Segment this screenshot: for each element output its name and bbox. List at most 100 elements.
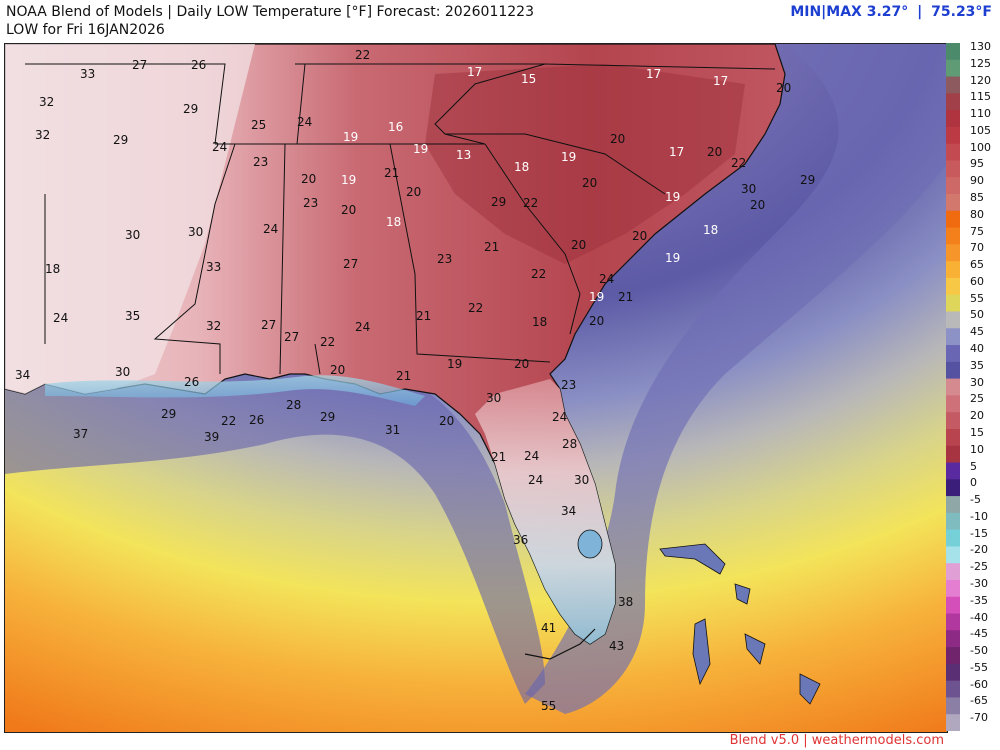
color-scale-swatch [946,160,960,178]
station-value-label: 21 [618,290,633,304]
color-scale-label: -35 [970,593,988,607]
station-value-label: 18 [532,315,547,329]
color-scale-swatch [946,244,960,262]
color-scale-label: 45 [970,325,984,339]
station-value-label: 20 [582,176,597,190]
station-value-label: 28 [286,398,301,412]
color-scale-bar [946,43,960,732]
station-value-label: 31 [385,423,400,437]
station-value-label: 24 [212,140,227,154]
color-scale-label: -25 [970,560,988,574]
color-scale-swatch [946,311,960,329]
color-scale-label: 85 [970,191,984,205]
min-value: 3.27° [866,4,909,20]
color-scale-label: -55 [970,660,988,674]
color-scale-swatch [946,412,960,430]
color-scale-label: -30 [970,576,988,590]
station-value-label: 19 [665,251,680,265]
station-value-label: 32 [39,95,54,109]
color-scale-swatch [946,630,960,648]
color-scale-swatch [946,110,960,128]
color-scale-label: 125 [970,56,991,70]
color-scale-swatch [946,361,960,380]
station-value-label: 17 [713,74,728,88]
station-value-label: 20 [707,145,722,159]
color-scale-label: 70 [970,241,984,255]
station-value-label: 30 [188,225,203,239]
station-value-label: 22 [320,335,335,349]
color-scale-label: 40 [970,342,984,356]
color-scale-label: 0 [970,476,977,490]
color-scale-swatch [946,93,960,111]
station-value-label: 20 [514,357,529,371]
color-scale-swatch [946,395,960,413]
station-value-label: 20 [341,203,356,217]
station-value-label: 19 [589,290,604,304]
color-scale-swatch [946,512,960,531]
station-value-label: 24 [552,410,567,424]
color-scale-label: -5 [970,493,981,507]
station-value-label: 29 [183,102,198,116]
station-value-label: 30 [741,182,756,196]
color-scale-swatch [946,462,960,480]
color-scale-swatch [946,227,960,245]
color-scale-label: 20 [970,409,984,423]
station-value-label: 26 [191,58,206,72]
station-value-label: 55 [541,699,556,713]
color-scale-label: 25 [970,392,984,406]
color-scale-swatch [946,663,960,682]
station-value-label: 19 [343,130,358,144]
station-value-label: 30 [486,391,501,405]
footer-credit: Blend v5.0 | weathermodels.com [729,733,944,748]
station-value-label: 25 [251,118,266,132]
color-scale-swatch [946,529,960,547]
station-value-label: 24 [297,115,312,129]
map-subtitle: LOW for Fri 16JAN2026 [6,22,165,38]
station-value-label: 29 [161,407,176,421]
station-value-label: 33 [206,260,221,274]
color-scale-swatch [946,345,960,363]
station-value-label: 22 [355,48,370,62]
station-value-label: 20 [571,238,586,252]
color-scale-swatch [946,177,960,195]
color-scale-label: 50 [970,308,984,322]
color-scale-label: -20 [970,543,988,557]
color-scale-swatch [946,445,960,464]
cold-core-appalachians [425,64,745,264]
station-value-label: 21 [491,450,506,464]
color-scale-label: 90 [970,174,984,188]
color-scale-label: -40 [970,610,988,624]
color-scale-swatch [946,647,960,665]
station-value-label: 19 [561,150,576,164]
color-scale-label: 100 [970,140,991,154]
color-scale-label: -45 [970,627,988,641]
station-value-label: 36 [513,533,528,547]
color-scale-swatch [946,680,960,698]
bahamas-islands [659,543,821,705]
color-scale-swatch [946,261,960,279]
station-value-label: 34 [561,504,576,518]
atlantic-cool-band [525,44,947,714]
color-scale-label: 115 [970,90,991,104]
station-value-label: 21 [416,309,431,323]
station-value-label: 13 [456,148,471,162]
color-scale-swatch [946,546,960,564]
color-scale-label: 30 [970,375,984,389]
color-scale-label: 60 [970,274,984,288]
station-value-label: 30 [115,365,130,379]
station-value-label: 41 [541,621,556,635]
station-value-label: 18 [703,223,718,237]
station-value-label: 16 [388,120,403,134]
station-value-label: 39 [204,430,219,444]
color-scale-swatch [946,194,960,212]
station-value-label: 21 [396,369,411,383]
color-scale-label: 35 [970,358,984,372]
station-value-label: 19 [413,142,428,156]
color-scale-label: -60 [970,677,988,691]
station-value-label: 28 [562,437,577,451]
station-value-label: 29 [113,133,128,147]
station-value-label: 27 [261,318,276,332]
color-scale-swatch [946,59,960,78]
station-value-label: 15 [521,72,536,86]
color-scale-label: -70 [970,711,988,725]
